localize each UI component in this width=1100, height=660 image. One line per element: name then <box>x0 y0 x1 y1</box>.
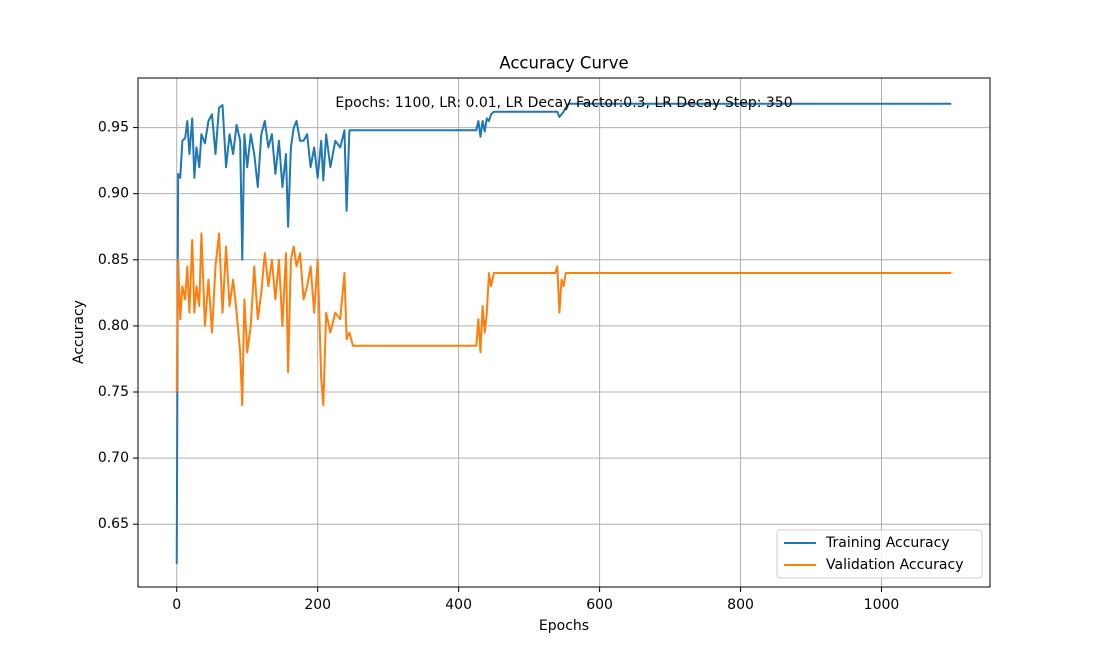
x-axis-label: Epochs <box>539 618 589 634</box>
x-tick-label: 1000 <box>864 597 900 613</box>
annotation: Epochs: 1100, LR: 0.01, LR Decay Factor:… <box>335 95 792 111</box>
line-series <box>175 102 952 564</box>
x-tick-label: 600 <box>586 597 613 613</box>
y-tick-label: 0.90 <box>98 186 129 202</box>
y-tick-label: 0.70 <box>98 450 129 466</box>
y-tick-label: 0.80 <box>98 318 129 334</box>
x-tick-label: 800 <box>727 597 754 613</box>
x-tick-label: 0 <box>172 597 181 613</box>
chart-title: Accuracy Curve <box>499 54 628 73</box>
legend-label: Validation Accuracy <box>826 557 964 573</box>
x-tick-label: 400 <box>445 597 472 613</box>
y-tick-label: 0.75 <box>98 384 129 400</box>
plot-frame <box>137 77 991 588</box>
y-tick-label: 0.65 <box>98 516 129 532</box>
y-tick-label: 0.95 <box>98 120 129 136</box>
legend-label: Training Accuracy <box>825 535 950 551</box>
y-tick-label: 0.85 <box>98 252 129 268</box>
legend-box <box>776 529 983 579</box>
y-axis-label: Accuracy <box>71 300 87 364</box>
x-tick-label: 200 <box>304 597 331 613</box>
line-series <box>175 232 952 407</box>
